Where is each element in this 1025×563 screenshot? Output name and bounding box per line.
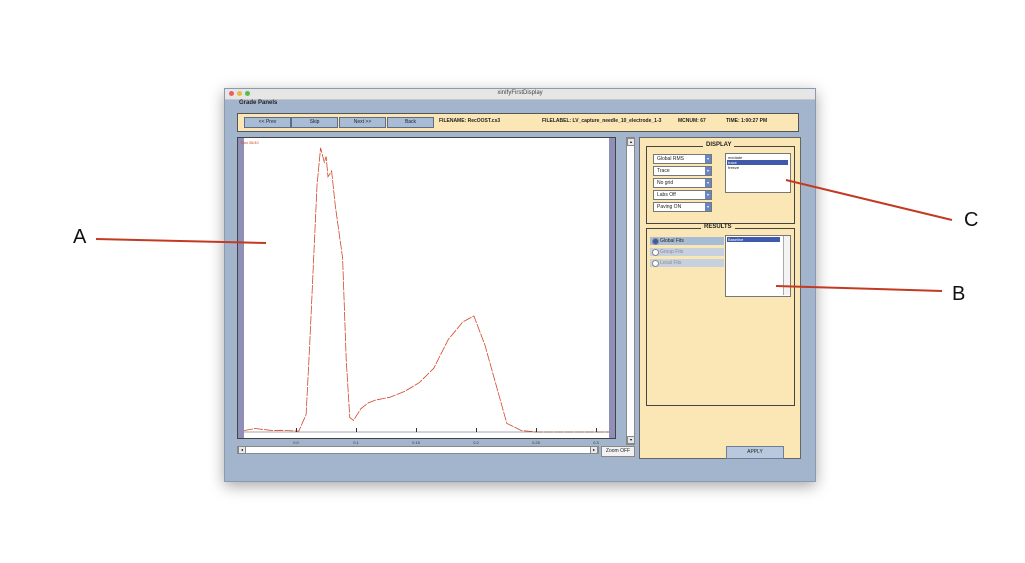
- app-window: xinIfyFirstDisplay Grade Panels << Prev …: [224, 88, 816, 482]
- display-group: DISPLAY Global RMS ▾ Trace ▾ No grid ▾ Labs…: [646, 142, 795, 224]
- paving-dropdown[interactable]: Paving ON ▾: [653, 202, 712, 212]
- zoom-toggle-button[interactable]: Zoom OFF: [601, 446, 635, 457]
- results-group-title: RESULTS: [701, 224, 735, 230]
- dropdown-arrow-icon: ▾: [705, 191, 711, 199]
- left-cursor-bar[interactable]: [238, 138, 244, 438]
- skip-button[interactable]: Skip: [291, 117, 338, 128]
- callout-label-c: C: [964, 209, 979, 231]
- listbox-scrollbar[interactable]: [783, 236, 790, 295]
- filename-text: FILENAME: RecOOST.cs3: [439, 118, 501, 124]
- trace-plot: [244, 147, 609, 433]
- x-tick-label: 0.3: [593, 440, 599, 445]
- list-item-selected[interactable]: Baseline: [727, 237, 780, 242]
- horizontal-scrollbar[interactable]: ◂ ▸: [237, 446, 599, 454]
- x-tick: [476, 428, 477, 432]
- minimize-window-button[interactable]: [237, 91, 242, 96]
- time-text: TIME: 1:00:27 PM: [726, 118, 768, 124]
- x-tick: [356, 428, 357, 432]
- apply-button[interactable]: APPLY: [726, 446, 784, 459]
- list-item-selected[interactable]: trace: [727, 160, 788, 165]
- scroll-down-icon[interactable]: ▾: [627, 436, 635, 444]
- x-tick: [416, 428, 417, 432]
- labels-dropdown[interactable]: Labs Off ▾: [653, 190, 712, 200]
- dropdown-value: Global RMS: [657, 156, 684, 162]
- x-tick-label: 0.25: [532, 440, 540, 445]
- radio-unselected-icon: [652, 260, 659, 267]
- back-button[interactable]: Back: [387, 117, 434, 128]
- x-tick-label: 0.1: [353, 440, 359, 445]
- filelabel-text: FILELABEL: LV_capture_needle_10_electrod…: [542, 118, 662, 124]
- callout-line-a: [95, 238, 267, 244]
- vertical-scrollbar[interactable]: ▴ ▾: [626, 137, 635, 445]
- radio-selected-icon: [652, 238, 659, 245]
- callout-label-b: B: [952, 283, 966, 305]
- radio-label: Group Fits: [660, 249, 684, 255]
- prev-button[interactable]: << Prev: [244, 117, 291, 128]
- x-tick: [596, 428, 597, 432]
- plot-legend: Trial 35/40: [240, 140, 259, 145]
- dropdown-value: No grid: [657, 180, 674, 186]
- scroll-right-icon[interactable]: ▸: [590, 446, 598, 454]
- x-tick: [296, 428, 297, 432]
- callout-line-c: [785, 179, 953, 221]
- trace-dropdown[interactable]: Trace ▾: [653, 166, 712, 176]
- scroll-left-icon[interactable]: ◂: [238, 446, 246, 454]
- callout-label-a: A: [73, 226, 87, 248]
- dropdown-value: Paving ON: [657, 204, 682, 210]
- list-item[interactable]: mediate: [728, 155, 743, 160]
- radio-local-fits[interactable]: Local Fits: [650, 259, 724, 267]
- mcnum-text: MCNUM: 67: [678, 118, 706, 124]
- dropdown-value: Trace: [657, 168, 670, 174]
- list-item[interactable]: freeze: [728, 165, 740, 170]
- radio-unselected-icon: [652, 249, 659, 256]
- right-cursor-bar[interactable]: [609, 138, 615, 438]
- control-panel: DISPLAY Global RMS ▾ Trace ▾ No grid ▾ Labs…: [639, 137, 801, 459]
- rms-dropdown[interactable]: Global RMS ▾: [653, 154, 712, 164]
- display-listbox[interactable]: mediate trace freeze: [725, 153, 791, 193]
- dropdown-value: Labs Off: [657, 192, 676, 198]
- navigation-toolbar: << Prev Skip Next >> Back FILENAME: RecO…: [237, 113, 799, 132]
- x-tick-label: 0.15: [412, 440, 420, 445]
- radio-label: Local Fits: [660, 260, 682, 266]
- plot-area[interactable]: Trial 35/40 0.0 0.1 0.15 0.2 0.25 0.3: [237, 137, 616, 445]
- close-window-button[interactable]: [229, 91, 234, 96]
- window-title: xinIfyFirstDisplay: [497, 90, 543, 96]
- scroll-up-icon[interactable]: ▴: [627, 138, 635, 146]
- zoom-window-button[interactable]: [245, 91, 250, 96]
- dropdown-arrow-icon: ▾: [705, 155, 711, 163]
- grid-dropdown[interactable]: No grid ▾: [653, 178, 712, 188]
- x-tick: [536, 428, 537, 432]
- radio-global-fits[interactable]: Global Fits: [650, 237, 724, 245]
- x-tick-label: 0.2: [473, 440, 479, 445]
- dropdown-arrow-icon: ▾: [705, 179, 711, 187]
- radio-label: Global Fits: [660, 238, 684, 244]
- display-group-title: DISPLAY: [703, 142, 735, 148]
- callout-line-b: [775, 285, 943, 292]
- title-bar: xinIfyFirstDisplay: [225, 89, 815, 100]
- x-tick-label: 0.0: [293, 440, 299, 445]
- panel-label: Grade Panels: [239, 100, 278, 106]
- dropdown-arrow-icon: ▾: [705, 167, 711, 175]
- dropdown-arrow-icon: ▾: [705, 203, 711, 211]
- next-button[interactable]: Next >>: [339, 117, 386, 128]
- radio-group-fits[interactable]: Group Fits: [650, 248, 724, 256]
